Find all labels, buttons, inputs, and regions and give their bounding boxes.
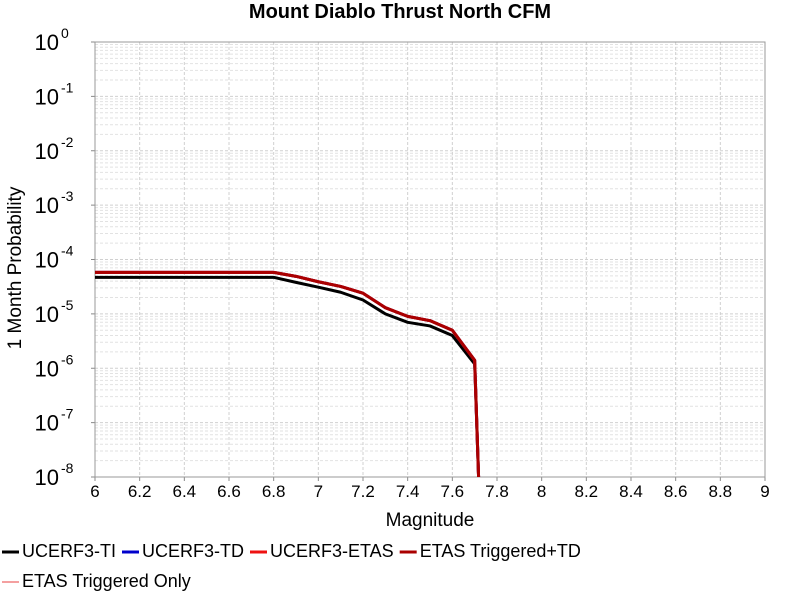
y-tick-base: 10 — [35, 139, 59, 164]
y-tick-base: 10 — [35, 465, 59, 490]
y-tick-base: 10 — [35, 248, 59, 273]
y-tick-exponent: -8 — [61, 460, 74, 476]
y-tick-label: 10 — [35, 30, 59, 55]
legend-label: ETAS Triggered+TD — [420, 541, 581, 561]
legend-label: UCERF3-TI — [22, 541, 116, 561]
x-tick-label: 7 — [314, 482, 323, 501]
y-tick-exponent: -2 — [61, 134, 74, 150]
series-line — [95, 270, 481, 477]
x-tick-label: 9 — [760, 482, 769, 501]
y-tick-label: 10 — [35, 465, 59, 490]
chart-title: Mount Diablo Thrust North CFM — [249, 1, 551, 23]
x-tick-label: 8.4 — [619, 482, 643, 501]
y-tick-label: 10 — [35, 84, 59, 109]
y-tick-exponent: -5 — [61, 297, 74, 313]
y-tick-label: 10 — [35, 193, 59, 218]
x-tick-label: 8.6 — [664, 482, 688, 501]
x-tick-label: 6.8 — [262, 482, 286, 501]
x-tick-label: 7.2 — [351, 482, 375, 501]
y-tick-label: 10 — [35, 139, 59, 164]
x-tick-label: 6.6 — [217, 482, 241, 501]
y-tick-base: 10 — [35, 411, 59, 436]
y-tick-label: 10 — [35, 356, 59, 381]
x-tick-label: 6.4 — [173, 482, 197, 501]
x-tick-label: 6 — [90, 482, 99, 501]
x-tick-label: 7.8 — [485, 482, 509, 501]
x-tick-label: 8.8 — [709, 482, 733, 501]
y-tick-base: 10 — [35, 356, 59, 381]
plot-frame — [94, 41, 766, 478]
y-tick-base: 10 — [35, 302, 59, 327]
y-tick-exponent: 0 — [61, 25, 69, 41]
y-axis-label: 1 Month Probability — [5, 186, 26, 349]
y-tick-label: 10 — [35, 302, 59, 327]
series-line — [95, 275, 481, 477]
y-tick-exponent: -6 — [61, 351, 74, 367]
y-tick-exponent: -1 — [61, 79, 74, 95]
legend-label: UCERF3-TD — [142, 541, 244, 561]
x-tick-label: 7.6 — [441, 482, 465, 501]
x-tick-label: 6.2 — [128, 482, 152, 501]
legend-label: ETAS Triggered Only — [22, 571, 191, 591]
y-tick-exponent: -3 — [61, 188, 74, 204]
x-tick-label: 8.2 — [575, 482, 599, 501]
x-axis-label: Magnitude — [386, 510, 475, 531]
y-tick-label: 10 — [35, 411, 59, 436]
x-tick-label: 8 — [537, 482, 546, 501]
y-tick-base: 10 — [35, 193, 59, 218]
y-tick-base: 10 — [35, 84, 59, 109]
y-tick-label: 10 — [35, 248, 59, 273]
y-tick-exponent: -7 — [61, 406, 74, 422]
legend-label: UCERF3-ETAS — [270, 541, 394, 561]
x-tick-label: 7.4 — [396, 482, 420, 501]
plot-area — [95, 270, 481, 477]
y-tick-base: 10 — [35, 30, 59, 55]
y-tick-exponent: -4 — [61, 243, 74, 259]
